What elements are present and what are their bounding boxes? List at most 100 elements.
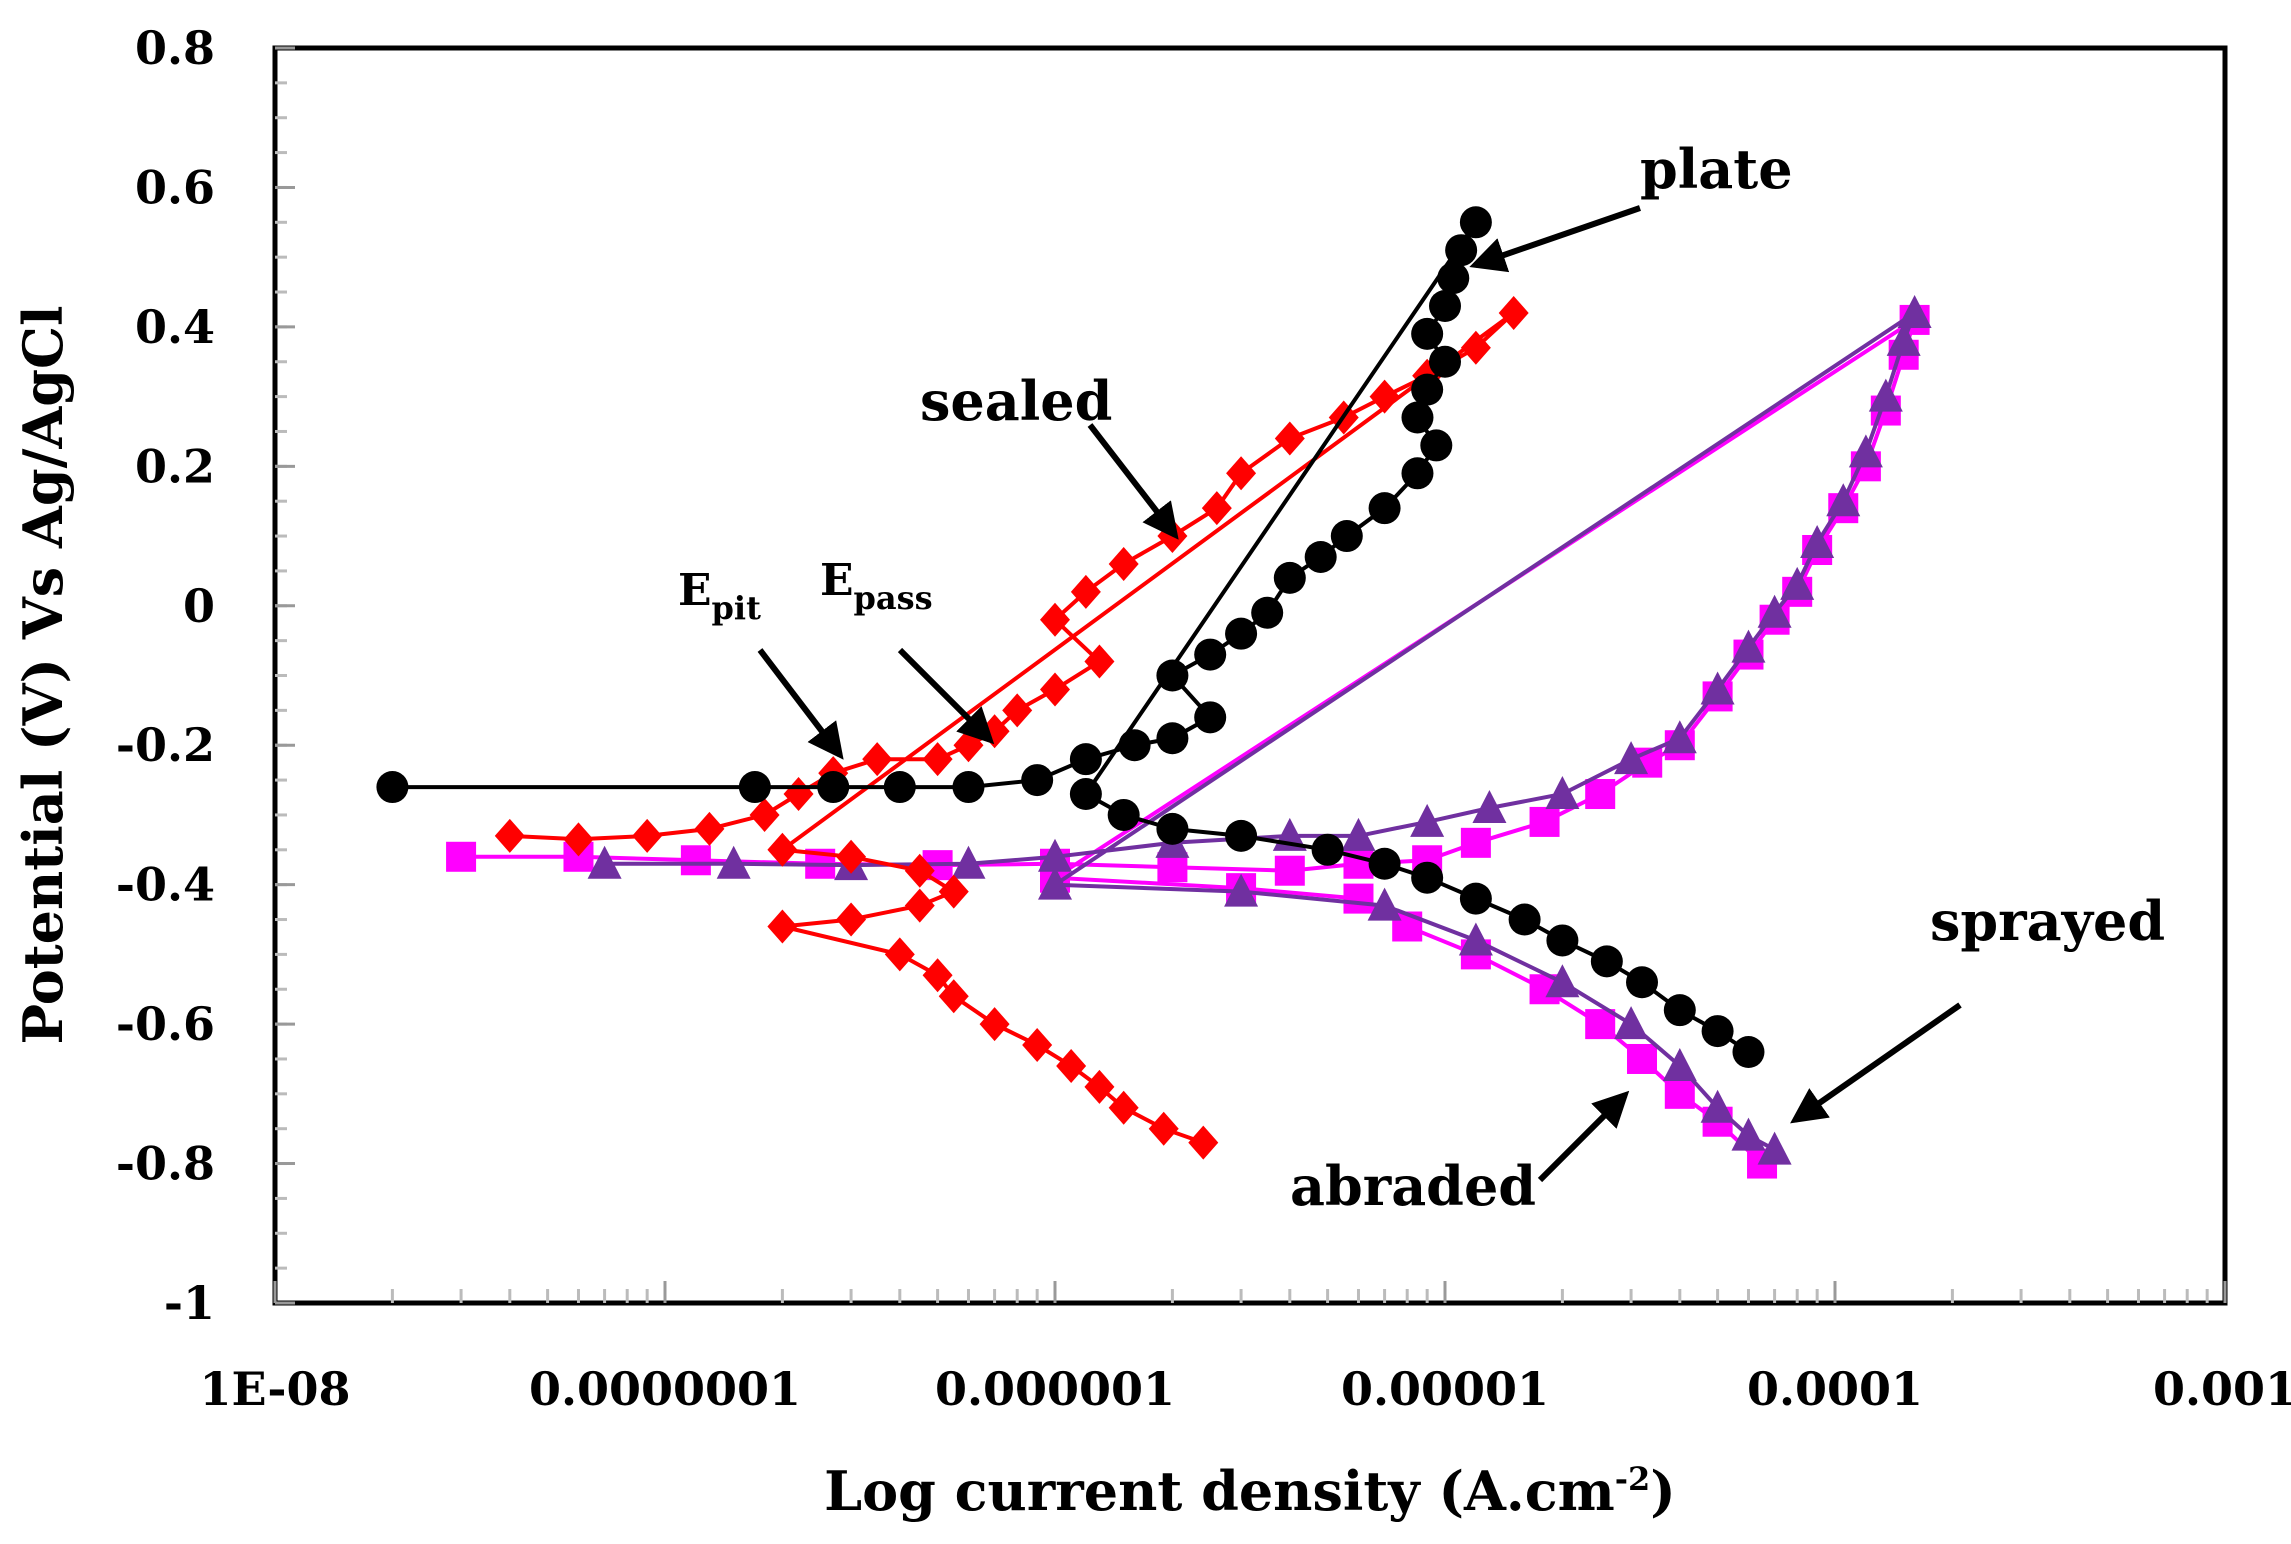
data-point <box>1460 330 1491 365</box>
data-point <box>1614 741 1649 775</box>
data-point <box>1627 1043 1658 1074</box>
data-point <box>1498 295 1529 330</box>
data-point <box>716 845 751 879</box>
arrow-abraded <box>1537 1090 1630 1183</box>
tick-labels: 1E-08 0.0000001 0.000001 0.00001 0.0001 0.001… <box>116 21 2291 1416</box>
data-point <box>1732 1036 1765 1068</box>
data-point <box>1800 525 1835 559</box>
major-ticks <box>273 46 2227 1305</box>
data-point <box>1663 994 1696 1027</box>
data-point <box>1194 638 1227 671</box>
data-point <box>1585 1009 1616 1040</box>
data-point <box>836 902 867 937</box>
y-tick-label: -1 <box>164 1276 215 1330</box>
annotation-sprayed: sprayed <box>1930 889 2165 953</box>
data-point <box>1002 693 1033 728</box>
y-axis-title: Potential (V) Vs Ag/AgCl <box>11 306 75 1045</box>
data-point <box>1664 1078 1695 1109</box>
data-point <box>1420 429 1453 462</box>
data-point <box>938 979 969 1014</box>
data-point <box>1460 827 1491 858</box>
data-point <box>1731 1117 1766 1151</box>
arrow-plate <box>1469 205 1641 273</box>
data-point <box>1472 789 1507 823</box>
data-point <box>1368 492 1401 525</box>
y-tick-label: 0.6 <box>135 160 215 214</box>
data-point <box>1780 566 1815 600</box>
data-point <box>749 797 780 832</box>
data-point <box>883 771 916 804</box>
y-tick-label: 0.4 <box>135 300 215 354</box>
x-tick-label: 0.0000001 <box>529 1362 801 1416</box>
data-point <box>494 818 525 853</box>
data-point <box>563 822 594 857</box>
data-point <box>1156 659 1189 692</box>
data-point <box>1188 1125 1219 1160</box>
data-point <box>1330 520 1363 553</box>
data-point <box>904 888 935 923</box>
data-point <box>1156 812 1189 845</box>
y-tick-label: -0.8 <box>116 1137 215 1191</box>
x-tick-label: 1E-08 <box>199 1362 350 1416</box>
data-point <box>1040 672 1070 707</box>
data-point <box>1826 483 1861 517</box>
data-point <box>1022 1028 1053 1063</box>
data-point <box>1848 434 1883 468</box>
data-point <box>884 937 915 972</box>
data-point <box>1224 873 1259 907</box>
arrow-epass <box>897 647 995 745</box>
arrow-epit <box>757 648 844 760</box>
data-point <box>1311 833 1344 866</box>
data-point <box>1662 720 1697 754</box>
data-point <box>1614 1006 1649 1040</box>
data-point <box>1040 602 1070 637</box>
data-point <box>1731 629 1766 663</box>
data-point <box>1410 803 1445 837</box>
data-point <box>1069 778 1102 811</box>
data-point <box>1341 817 1376 851</box>
data-point <box>1886 322 1921 356</box>
data-point <box>1700 1089 1735 1123</box>
data-point <box>1411 373 1444 406</box>
data-point <box>1585 779 1616 810</box>
data-point <box>1070 574 1101 609</box>
annotation-epit: Epit <box>678 565 761 627</box>
data-point <box>1274 421 1305 456</box>
data-point <box>836 839 867 874</box>
x-axis-title: Log current density (A.cm-2) <box>824 1459 1676 1523</box>
data-point <box>1274 855 1305 886</box>
data-point <box>1368 847 1401 880</box>
data-point <box>952 771 985 804</box>
data-point <box>376 771 409 804</box>
data-point <box>1069 743 1102 776</box>
annotation-plate: plate <box>1640 137 1793 201</box>
data-point <box>587 845 622 879</box>
data-point <box>1367 887 1402 921</box>
x-tick-label: 0.0001 <box>1747 1362 1923 1416</box>
data-point <box>1429 345 1461 378</box>
arrow-sprayed <box>1790 1002 1962 1124</box>
data-point <box>922 958 953 993</box>
data-point <box>1529 806 1560 837</box>
data-point <box>1369 379 1400 414</box>
y-tick-label: 0 <box>183 579 215 633</box>
data-point <box>1251 596 1284 629</box>
series-sprayed <box>587 294 1932 1165</box>
x-tick-label: 0.00001 <box>1341 1362 1549 1416</box>
annotation-sealed: sealed <box>920 369 1112 433</box>
data-point <box>1107 798 1140 831</box>
data-point <box>1897 294 1932 328</box>
data-point <box>1056 1048 1087 1083</box>
data-point <box>817 771 850 804</box>
data-point <box>1401 401 1434 434</box>
data-point <box>1545 964 1580 998</box>
x-tick-label: 0.001 <box>2153 1362 2291 1416</box>
annotation-arrows <box>757 205 1962 1183</box>
annotation-abraded: abraded <box>1290 1154 1536 1218</box>
data-point <box>1038 838 1072 872</box>
data-point <box>1459 882 1492 915</box>
annotation-epass: Epass <box>820 555 933 617</box>
data-point <box>1021 764 1054 797</box>
data-point <box>1546 924 1579 957</box>
